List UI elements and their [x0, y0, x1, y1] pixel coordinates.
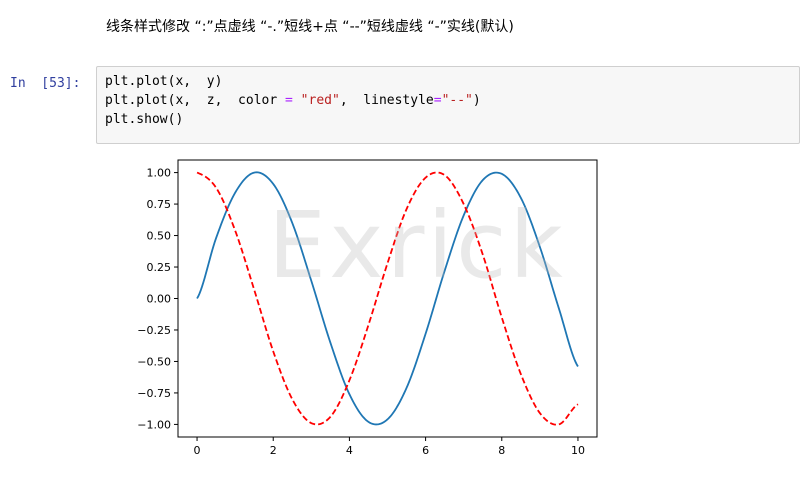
code-token-string: "--"	[441, 93, 473, 108]
y-tick-label: −1.00	[137, 418, 171, 431]
y-tick-label: 1.00	[147, 167, 172, 180]
x-tick-label: 2	[270, 444, 277, 457]
code-lines[interactable]: plt.plot(x, y) plt.plot(x, z, color = "re…	[105, 72, 481, 129]
code-line-2: plt.plot(x, z, color = "red", linestyle=…	[105, 91, 481, 110]
code-token: plt.show()	[105, 112, 184, 127]
y-tick-label: −0.75	[137, 387, 171, 400]
y-tick-label: 0.25	[147, 261, 172, 274]
watermark-text: Exrick	[268, 192, 566, 299]
y-tick-label: −0.50	[137, 355, 171, 368]
x-tick-label: 10	[571, 444, 585, 457]
x-tick-label: 6	[422, 444, 429, 457]
series-line-1	[196, 171, 579, 426]
code-token: plt.plot(x, y)	[105, 74, 223, 89]
cell-prompt: In [53]:	[10, 76, 81, 91]
y-tick-label: −0.25	[137, 324, 171, 337]
y-tick-label: 0.75	[147, 198, 172, 211]
code-line-1: plt.plot(x, y)	[105, 72, 481, 91]
code-token: )	[472, 93, 481, 108]
code-token-string: "red"	[300, 93, 340, 108]
y-tick-label: 0.50	[147, 230, 172, 243]
x-tick-label: 8	[498, 444, 505, 457]
code-line-3: plt.show()	[105, 110, 481, 129]
x-tick-label: 4	[346, 444, 353, 457]
code-cell[interactable]: plt.plot(x, y) plt.plot(x, z, color = "re…	[96, 66, 800, 144]
x-tick-label: 0	[194, 444, 201, 457]
series-line-2	[196, 171, 579, 426]
code-token-operator: =	[433, 93, 442, 108]
code-token: , linestyle	[339, 93, 434, 108]
markdown-text: 线条样式修改 “:”点虚线 “-.”短线+点 “--”短线虚线 “-”实线(默认…	[106, 19, 514, 35]
code-token: plt.plot(x, z, color	[105, 93, 286, 108]
code-token-operator: =	[285, 93, 293, 108]
y-tick-label: 0.00	[147, 293, 172, 306]
